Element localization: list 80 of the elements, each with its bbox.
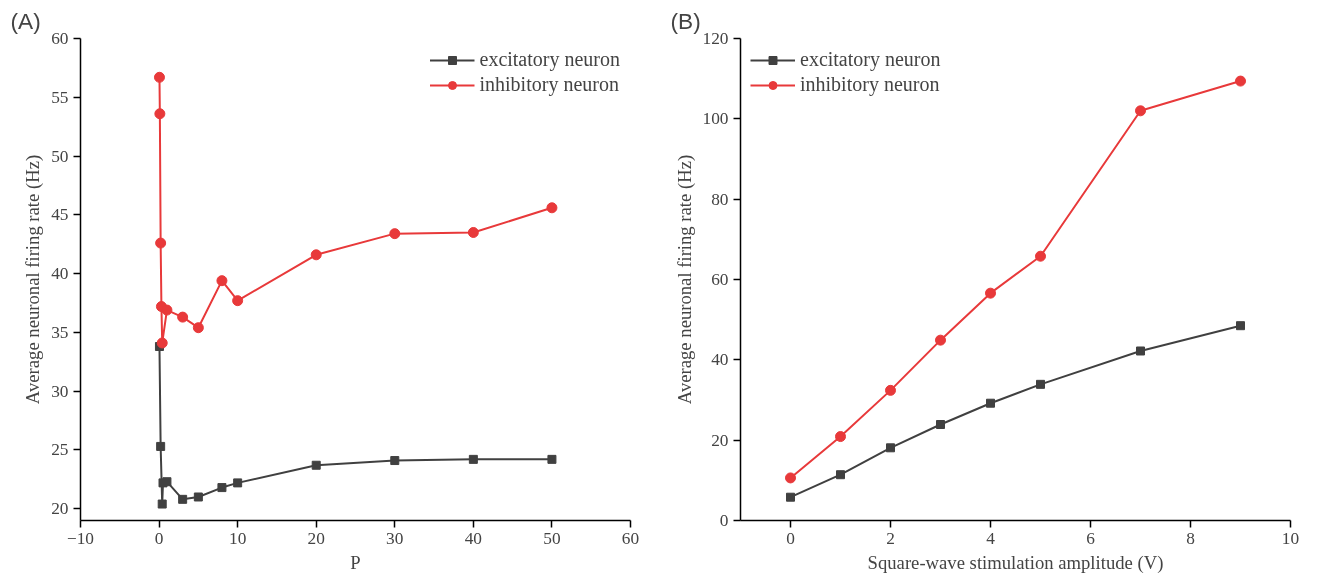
point [192,322,204,334]
point [156,441,166,451]
y-tick-label: 80 [711,189,729,209]
x-tick-label: 4 [986,528,996,548]
point [786,492,795,502]
y-tick-label: 100 [702,109,729,129]
y-tick-label: 20 [711,430,729,450]
point [310,249,322,261]
y-tick-label: 0 [719,511,729,530]
point [1036,379,1045,389]
x-tick-label: 60 [621,528,640,548]
point [547,454,557,464]
x-tick-label: 8 [1186,528,1195,548]
point [389,228,401,240]
y-tick-label: 55 [51,87,69,107]
point [217,483,227,493]
y-tick-label: 50 [51,146,69,166]
point [216,275,228,287]
legend-label: inhibitory neuron [479,73,619,96]
x-tick-label: 50 [543,528,561,548]
point [935,334,946,346]
point [390,456,400,466]
x-tick-label: 10 [1281,528,1300,548]
point [1235,75,1246,87]
legend-label: excitatory neuron [479,48,620,71]
y-tick-label: 120 [702,29,729,48]
y-tick-label: 60 [51,29,69,48]
y-tick-label: 45 [51,205,69,225]
point [154,108,166,120]
x-tick-label: −10 [66,528,95,548]
point [1136,346,1145,356]
point [467,226,479,238]
y-tick-label: 30 [51,381,69,401]
point [986,398,995,408]
point [177,311,189,323]
point [193,492,203,502]
point [232,295,244,307]
chart-title: (B) [670,7,701,34]
point [1236,321,1245,331]
point [155,237,167,249]
point [233,478,243,488]
y-tick-label: 40 [51,264,69,284]
legend-label: inhibitory neuron [800,73,940,96]
x-tick-label: 0 [154,528,164,548]
chart-title: (A) [10,7,41,34]
point [985,287,996,299]
x-tick-label: 10 [228,528,247,548]
y-axis-title: Average neuronal firing rate (Hz) [22,154,45,405]
point [157,499,167,509]
point [178,494,188,504]
point [468,454,478,464]
point [162,477,172,487]
x-tick-label: 0 [786,528,795,548]
x-tick-label: 40 [464,528,483,548]
y-tick-label: 60 [711,270,729,289]
point [546,202,558,214]
point [156,337,168,349]
x-axis-title: Square-wave stimulation amplitude (V) [867,551,1164,574]
legend-label: excitatory neuron [800,48,941,71]
point [836,470,845,480]
point [1135,105,1146,117]
x-tick-label: 6 [1086,528,1096,548]
x-tick-label: 20 [307,528,325,548]
x-tick-label: 2 [886,528,895,548]
y-tick-label: 40 [711,350,729,370]
point [936,420,945,429]
point [886,443,895,453]
point [785,472,796,484]
y-tick-label: 20 [51,499,69,519]
y-tick-label: 25 [51,440,69,460]
x-tick-label: 30 [386,528,404,548]
point [835,431,846,443]
point [885,384,896,396]
y-axis-title: Average neuronal firing rate (Hz) [673,154,696,405]
point [311,460,321,470]
point [1035,250,1046,262]
point [153,71,165,83]
point [161,304,173,316]
y-tick-label: 35 [51,322,69,342]
x-axis-title: P [350,551,361,573]
